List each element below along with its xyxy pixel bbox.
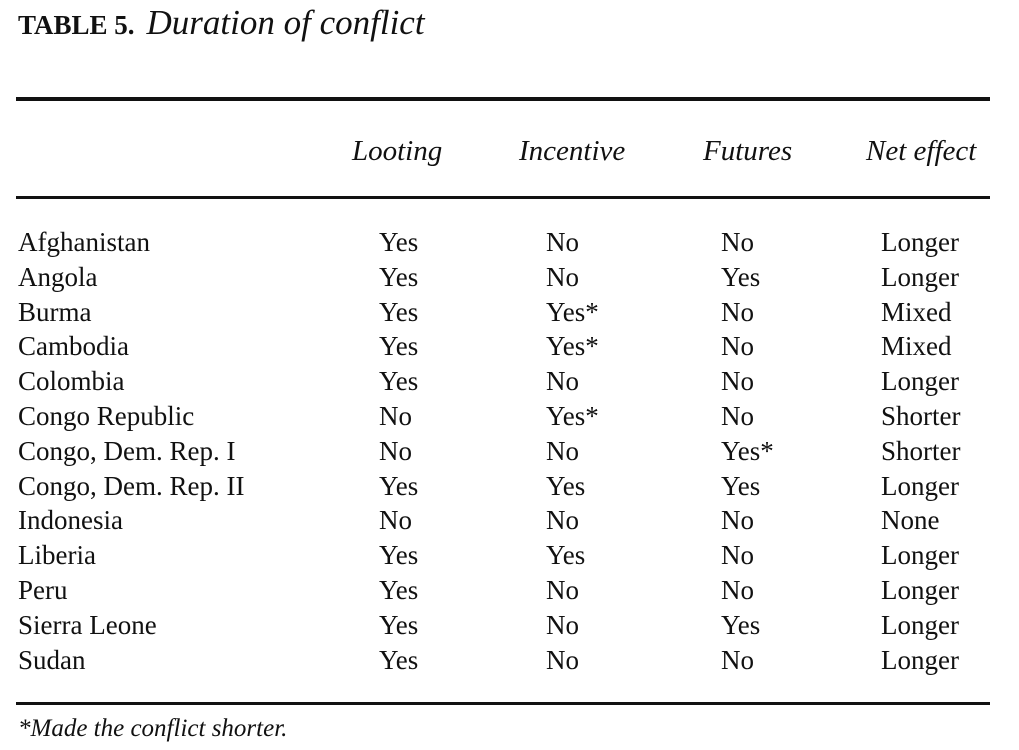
table-row: Liberia Yes Yes No Longer: [0, 538, 1019, 573]
table-body: Afghanistan Yes No No Longer Angola Yes No Yes Lo…: [0, 225, 1019, 677]
cell-net-effect: Shorter: [881, 400, 961, 431]
cell-incentive: No: [546, 644, 579, 675]
cell-looting: No: [379, 435, 412, 466]
table-row: Colombia Yes No No Longer: [0, 364, 1019, 399]
cell-incentive: No: [546, 505, 579, 536]
cell-net-effect: Longer: [881, 470, 959, 501]
cell-incentive: No: [546, 366, 579, 397]
table-row: Afghanistan Yes No No Longer: [0, 225, 1019, 260]
cell-country: Sudan: [18, 644, 86, 675]
cell-net-effect: None: [881, 505, 940, 536]
cell-futures: No: [721, 331, 754, 362]
table-bottom-rule: [16, 702, 990, 705]
cell-incentive: Yes: [546, 540, 586, 571]
cell-futures: Yes: [721, 609, 761, 640]
table-row: Congo, Dem. Rep. I No No Yes* Shorter: [0, 434, 1019, 469]
cell-futures: Yes*: [721, 435, 774, 466]
cell-incentive: No: [546, 261, 579, 292]
cell-incentive: Yes*: [546, 331, 599, 362]
cell-net-effect: Mixed: [881, 296, 952, 327]
cell-country: Afghanistan: [18, 227, 150, 257]
cell-incentive: No: [546, 609, 579, 640]
cell-country: Congo, Dem. Rep. I: [18, 435, 236, 466]
cell-net-effect: Longer: [881, 644, 959, 675]
cell-futures: No: [721, 400, 754, 431]
column-header-incentive: Incentive: [519, 135, 626, 167]
cell-looting: Yes: [379, 609, 419, 640]
cell-incentive: Yes*: [546, 296, 599, 327]
cell-futures: No: [721, 296, 754, 327]
column-header-looting: Looting: [352, 135, 443, 167]
cell-country: Liberia: [18, 540, 96, 571]
cell-country: Sierra Leone: [18, 609, 157, 640]
table-row: Angola Yes No Yes Longer: [0, 260, 1019, 295]
cell-futures: Yes: [721, 470, 761, 501]
cell-country: Burma: [18, 296, 92, 327]
cell-looting: Yes: [379, 644, 419, 675]
table-row: Cambodia Yes Yes* No Mixed: [0, 329, 1019, 364]
cell-looting: No: [379, 400, 412, 431]
column-header-net-effect: Net effect: [866, 135, 977, 167]
cell-net-effect: Longer: [881, 227, 959, 257]
cell-country: Peru: [18, 574, 68, 605]
cell-looting: Yes: [379, 540, 419, 571]
cell-futures: Yes: [721, 261, 761, 292]
table-footnote: *Made the conflict shorter.: [18, 715, 288, 742]
cell-futures: No: [721, 540, 754, 571]
table-title: Duration of conflict: [146, 3, 425, 42]
cell-futures: No: [721, 366, 754, 397]
cell-looting: Yes: [379, 366, 419, 397]
cell-country: Angola: [18, 261, 98, 292]
table-row: Congo Republic No Yes* No Shorter: [0, 399, 1019, 434]
cell-net-effect: Longer: [881, 540, 959, 571]
cell-looting: Yes: [379, 331, 419, 362]
cell-net-effect: Shorter: [881, 435, 961, 466]
cell-incentive: Yes: [546, 470, 586, 501]
cell-incentive: No: [546, 435, 579, 466]
column-header-futures: Futures: [703, 135, 793, 167]
cell-futures: No: [721, 505, 754, 536]
table-row: Congo, Dem. Rep. II Yes Yes Yes Longer: [0, 469, 1019, 504]
cell-looting: Yes: [379, 574, 419, 605]
cell-country: Congo Republic: [18, 400, 195, 431]
cell-country: Indonesia: [18, 505, 123, 536]
cell-country: Congo, Dem. Rep. II: [18, 470, 245, 501]
table-row: Sudan Yes No No Longer: [0, 643, 1019, 678]
cell-country: Cambodia: [18, 331, 129, 362]
table-label: TABLE 5.: [18, 10, 135, 40]
cell-futures: No: [721, 644, 754, 675]
table-caption: TABLE 5. Duration of conflict: [18, 0, 425, 53]
cell-net-effect: Longer: [881, 609, 959, 640]
cell-net-effect: Mixed: [881, 331, 952, 362]
table-header-rule: [16, 196, 990, 199]
cell-net-effect: Longer: [881, 261, 959, 292]
cell-looting: No: [379, 505, 412, 536]
table-top-rule: [16, 97, 990, 101]
table-row: Burma Yes Yes* No Mixed: [0, 295, 1019, 330]
cell-looting: Yes: [379, 261, 419, 292]
table-row: Indonesia No No No None: [0, 503, 1019, 538]
cell-incentive: Yes*: [546, 400, 599, 431]
table-row: Sierra Leone Yes No Yes Longer: [0, 608, 1019, 643]
cell-looting: Yes: [379, 296, 419, 327]
cell-looting: Yes: [379, 227, 419, 257]
cell-incentive: No: [546, 574, 579, 605]
cell-country: Colombia: [18, 366, 125, 397]
cell-net-effect: Longer: [881, 574, 959, 605]
table-row: Peru Yes No No Longer: [0, 573, 1019, 608]
cell-futures: No: [721, 574, 754, 605]
cell-net-effect: Longer: [881, 366, 959, 397]
cell-looting: Yes: [379, 470, 419, 501]
cell-futures: No: [721, 227, 754, 257]
cell-incentive: No: [546, 227, 579, 257]
